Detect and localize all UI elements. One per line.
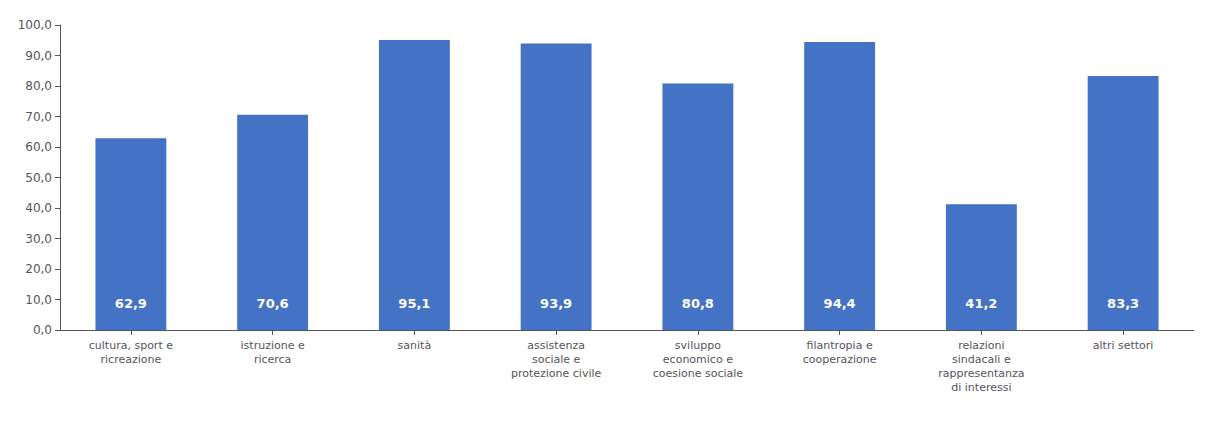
svg-text:62,9: 62,9 — [115, 296, 147, 311]
svg-text:50,0: 50,0 — [25, 171, 52, 185]
svg-text:cultura, sport e: cultura, sport e — [89, 339, 173, 352]
svg-text:100,0: 100,0 — [18, 18, 52, 32]
svg-text:coesione sociale: coesione sociale — [653, 367, 744, 380]
svg-text:80,8: 80,8 — [682, 296, 714, 311]
svg-text:30,0: 30,0 — [25, 232, 52, 246]
svg-text:sindacali e: sindacali e — [952, 353, 1011, 366]
svg-text:90,0: 90,0 — [25, 49, 52, 63]
svg-text:sviluppo: sviluppo — [675, 339, 721, 352]
svg-text:0,0: 0,0 — [33, 323, 52, 337]
svg-text:di interessi: di interessi — [951, 381, 1011, 394]
svg-text:95,1: 95,1 — [398, 296, 430, 311]
svg-text:94,4: 94,4 — [824, 296, 856, 311]
svg-text:protezione civile: protezione civile — [511, 367, 602, 380]
svg-text:80,0: 80,0 — [25, 79, 52, 93]
svg-text:altri settori: altri settori — [1093, 339, 1154, 352]
svg-text:sanità: sanità — [398, 339, 432, 352]
svg-text:cooperazione: cooperazione — [803, 353, 877, 366]
svg-text:83,3: 83,3 — [1107, 296, 1139, 311]
svg-text:ricerca: ricerca — [254, 353, 291, 366]
svg-text:assistenza: assistenza — [527, 339, 585, 352]
svg-text:economico e: economico e — [663, 353, 733, 366]
svg-text:ricreazione: ricreazione — [101, 353, 162, 366]
svg-text:sociale e: sociale e — [532, 353, 581, 366]
svg-text:41,2: 41,2 — [965, 296, 997, 311]
svg-text:10,0: 10,0 — [25, 293, 52, 307]
svg-text:20,0: 20,0 — [25, 262, 52, 276]
svg-text:rappresentanza: rappresentanza — [938, 367, 1024, 380]
svg-text:70,6: 70,6 — [257, 296, 289, 311]
svg-text:70,0: 70,0 — [25, 110, 52, 124]
svg-text:60,0: 60,0 — [25, 140, 52, 154]
svg-text:40,0: 40,0 — [25, 201, 52, 215]
svg-text:93,9: 93,9 — [540, 296, 572, 311]
svg-text:relazioni: relazioni — [958, 339, 1004, 352]
svg-text:filantropia e: filantropia e — [807, 339, 873, 352]
svg-text:istruzione e: istruzione e — [241, 339, 305, 352]
